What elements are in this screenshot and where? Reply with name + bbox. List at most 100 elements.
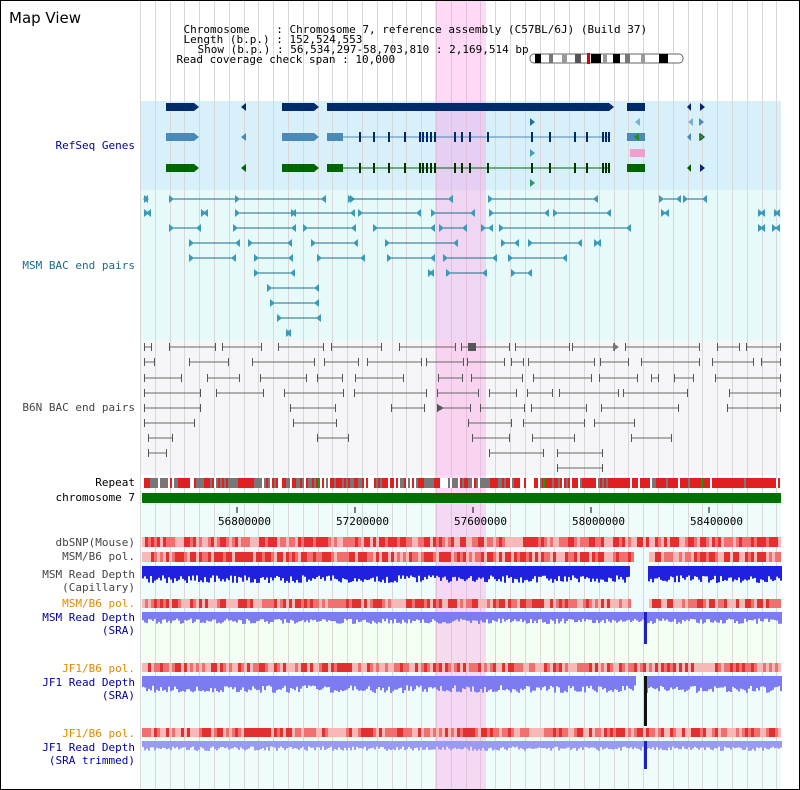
msm-b6-pol-cell (652, 552, 655, 562)
jf1-depth-trim-bar (648, 741, 650, 749)
msm-b6-pol2-cell (169, 599, 172, 608)
repeat-segment (530, 478, 532, 488)
msm-b6-pol2-cell (535, 599, 538, 608)
msm-b6-pol2-cell (679, 599, 682, 608)
grid-line (303, 1, 304, 789)
jf1-b6-pol-cell (169, 663, 172, 672)
jf1-depth-sra-bar (712, 676, 714, 692)
msm-b6-pol-cell (454, 552, 457, 562)
msm-depth-cap-bar (208, 566, 210, 583)
msm-depth-sra-bar (570, 612, 572, 620)
msm-b6-pol2-cell (442, 599, 445, 608)
jf1-depth-trim-bar (394, 741, 396, 751)
msm-depth-cap-bar (394, 566, 396, 581)
jf1-depth-sra-bar (722, 676, 724, 688)
jf1-b6-pol-cell (574, 663, 577, 672)
msm-b6-pol-cell (463, 552, 466, 562)
msm-depth-cap-bar (490, 566, 492, 576)
jf1-b6-pol-cell (391, 663, 394, 672)
msm-depth-cap-bar (368, 566, 370, 580)
repeat-segment (442, 478, 444, 488)
dbsnp-cell (346, 537, 349, 547)
msm-bac-end (439, 224, 444, 232)
msm-depth-sra-bar (142, 612, 144, 621)
repeat-segment (282, 478, 284, 488)
dbsnp-cell (655, 537, 658, 547)
msm-depth-cap-bar (772, 566, 774, 582)
jf1-b6-pol-cell (322, 663, 325, 672)
repeat-segment (264, 478, 266, 488)
jf1-depth-sra-bar (286, 676, 288, 692)
jf1-depth-trim-bar (162, 741, 164, 748)
msm-depth-cap-bar (430, 566, 432, 578)
jf1-b6-pol2-cell (607, 728, 610, 737)
refseq-row1-arrow (241, 103, 246, 111)
jf1-depth-sra-bar (690, 676, 692, 687)
dbsnp-cell (154, 537, 157, 547)
jf1-depth-trim-bar (172, 741, 174, 747)
jf1-depth-trim-bar (572, 741, 574, 749)
dbsnp-cell (418, 537, 421, 547)
msm-b6-pol2-cell (703, 599, 706, 608)
jf1-depth-trim-bar (372, 741, 374, 748)
repeat-segment (290, 478, 292, 488)
msm-b6-pol2-cell (298, 599, 301, 608)
msm-b6-pol-cell (706, 552, 709, 562)
msm-depth-sra-bar (580, 612, 582, 623)
msm-b6-pol-cell (379, 552, 382, 562)
dbsnp-cell (643, 537, 646, 547)
dbsnp-cell (211, 537, 214, 547)
jf1-depth-sra-bar (218, 676, 220, 693)
highlight-region[interactable] (435, 1, 486, 789)
dbsnp-cell (658, 537, 661, 547)
jf1-b6-pol-cell (319, 663, 322, 672)
jf1-b6-pol2-cell (778, 728, 781, 737)
msm-b6-pol2-cell (601, 599, 604, 608)
jf1-depth-trim-bar (734, 741, 736, 749)
jf1-depth-sra-bar (400, 676, 402, 688)
jf1-depth-trim-bar (664, 741, 666, 751)
jf1-b6-pol2-cell (568, 728, 571, 737)
jf1-b6-pol2-cell (280, 728, 283, 737)
jf1-b6-pol2-cell (418, 728, 421, 737)
jf1-b6-pol-cell (385, 663, 388, 672)
msm-depth-sra-bar (604, 612, 606, 624)
b6n-bac-end (151, 343, 152, 351)
repeat-segment (778, 478, 780, 488)
msm-bac-end (290, 269, 295, 277)
msm-depth-sra-bar (190, 612, 192, 619)
msm-depth-sra-bar (748, 612, 750, 620)
msm-depth-cap-bar (442, 566, 444, 578)
jf1-depth-sra-bar (442, 676, 444, 691)
msm-b6-pol-cell (340, 552, 343, 562)
grid-line (495, 1, 496, 789)
msm-depth-sra-bar (484, 612, 486, 623)
msm-depth-sra-bar (194, 612, 196, 622)
jf1-b6-pol2-cell (379, 728, 382, 737)
jf1-b6-pol2-cell (643, 728, 646, 737)
jf1-depth-sra-bar (198, 676, 200, 691)
jf1-b6-pol-cell (187, 663, 190, 672)
msm-b6-pol-cell (577, 552, 580, 562)
jf1-b6-pol2-cell (697, 728, 700, 737)
b6n-bac-end (215, 343, 216, 351)
repeat-segment (148, 478, 150, 488)
jf1-depth-sra-bar (346, 676, 348, 690)
b6n-bac-end (594, 419, 595, 427)
msm-depth-sra-bar (568, 612, 570, 620)
chromosome-ideogram[interactable] (529, 53, 685, 65)
refseq-row3-exon (166, 164, 194, 172)
repeat-segment (194, 478, 196, 488)
msm-b6-pol2-cell (319, 599, 322, 608)
refseq-exon-tick (602, 132, 604, 142)
jf1-depth-trim-bar (334, 741, 336, 749)
msm-depth-cap-bar (432, 566, 434, 576)
msm-b6-pol-cell (688, 552, 691, 562)
msm-depth-cap-bar (684, 566, 686, 580)
jf1-depth-trim-bar (390, 741, 392, 751)
msm-b6-pol2-cell (190, 599, 193, 608)
msm-depth-sra-bar (350, 612, 352, 619)
jf1-depth-sra-bar (308, 676, 310, 686)
msm-b6-pol2-cell (457, 599, 460, 608)
